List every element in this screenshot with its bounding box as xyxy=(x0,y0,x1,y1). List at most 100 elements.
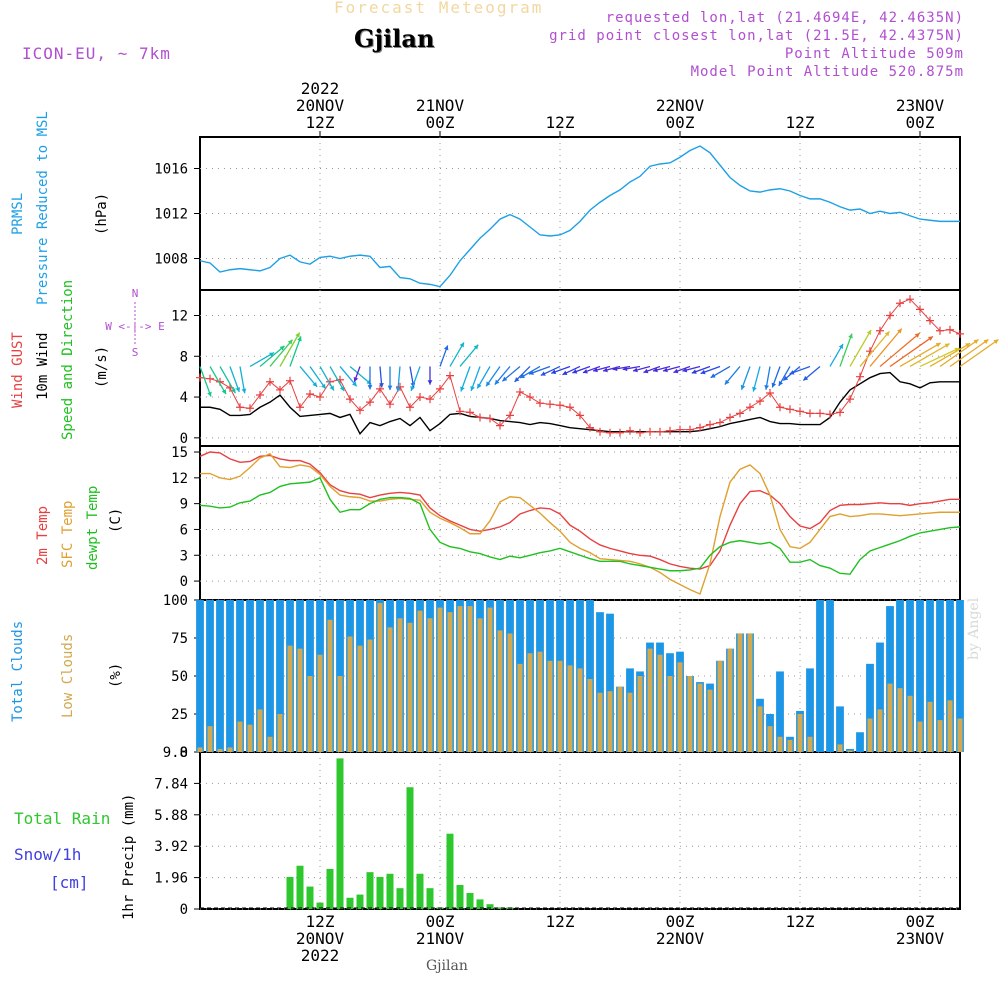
gust-marker xyxy=(886,311,894,320)
total-cloud-bar xyxy=(246,600,254,752)
rain-bar xyxy=(396,888,404,909)
wind-arrow xyxy=(259,345,285,367)
gust-marker xyxy=(716,418,724,427)
gust-marker xyxy=(546,400,554,409)
gust-marker xyxy=(786,405,794,414)
point-altitude: Point Altitude 509m xyxy=(784,46,964,62)
wind-arrow xyxy=(929,342,971,368)
low-cloud-bar xyxy=(497,630,503,752)
rain-bar xyxy=(496,907,504,909)
panel-temperature: 0 3 6 9 12 15 xyxy=(171,445,961,601)
precip-ylabel: 1hr Precip (mm) xyxy=(121,794,137,920)
y-tick-label: 15 xyxy=(171,445,188,461)
low-cloud-bar xyxy=(437,607,443,752)
wind-arrow-head xyxy=(520,373,526,378)
gust-marker xyxy=(476,413,484,422)
y-tick-label: 4 xyxy=(180,390,188,406)
bottom-time-label: 2022 xyxy=(301,946,340,965)
low-cloud-bar xyxy=(447,612,453,752)
gust-marker xyxy=(926,316,934,325)
low-cloud-bar xyxy=(457,606,463,752)
rain-bar xyxy=(326,868,334,909)
wind-arrow-head xyxy=(764,384,770,390)
wind-arrow-head xyxy=(562,370,568,375)
wind-arrow xyxy=(899,342,942,368)
wind-arrow-head xyxy=(312,381,318,387)
gust-marker xyxy=(946,325,954,334)
gust-marker xyxy=(466,408,474,417)
gust-marker xyxy=(586,423,594,432)
wind-arrow-head xyxy=(494,379,500,385)
wind-arrow-head xyxy=(944,343,950,348)
low-cloud-bar xyxy=(867,718,873,752)
rain-bar xyxy=(336,758,344,909)
wind-arrow-head xyxy=(973,339,979,344)
wind-arrow-head xyxy=(241,388,247,394)
wind-arrow xyxy=(839,333,853,367)
snow-label: Snow/1h xyxy=(14,845,81,864)
y-tick-label: 6 xyxy=(180,522,188,538)
y-tick-label: 1012 xyxy=(154,207,188,223)
y-tick-label: 0 xyxy=(180,574,188,590)
low-cloud-bar xyxy=(377,603,383,752)
low-cloud-bar xyxy=(667,676,673,752)
low-cloud-bar xyxy=(757,706,763,752)
wind-arrow-head xyxy=(339,386,345,392)
low-cloud-bar xyxy=(767,726,773,752)
rain-bar xyxy=(456,884,464,909)
top-time-label: 12Z xyxy=(546,113,575,132)
low-cloud-bar xyxy=(597,692,603,752)
total-cloud-bar xyxy=(276,600,284,752)
wind-arrow-head xyxy=(632,367,638,373)
y-tick-label: 3.92 xyxy=(154,839,188,855)
low-cloud-bar xyxy=(507,633,513,752)
wind-arrow-head xyxy=(443,345,449,351)
y-tick-label: 9 xyxy=(180,497,188,513)
y-tick-label: 100 xyxy=(163,593,188,609)
low-cloud-bar xyxy=(637,676,643,752)
wind-arrow-head xyxy=(740,384,746,390)
total-cloud-bar xyxy=(236,600,244,752)
total-cloud-bar xyxy=(596,612,604,752)
gust-marker xyxy=(636,428,644,437)
wind-arrow xyxy=(229,366,240,393)
total-cloud-bar xyxy=(946,600,954,752)
gust-marker xyxy=(356,406,364,415)
rain-bar xyxy=(406,787,414,909)
rain-bar xyxy=(486,904,494,909)
gust-marker xyxy=(936,326,944,335)
bottom-time-label: 20NOV xyxy=(296,929,345,948)
low-cloud-bar xyxy=(567,665,573,752)
total-cloud-bar xyxy=(926,600,934,752)
gust-marker xyxy=(826,410,834,419)
rain-bar xyxy=(356,894,364,909)
wind-arrow-head xyxy=(473,344,479,350)
low-cloud-bar xyxy=(707,689,713,752)
wind-arrow xyxy=(289,336,302,367)
gust-marker xyxy=(396,382,404,391)
wind-arrow xyxy=(219,366,236,394)
wind-arrow xyxy=(959,338,999,368)
bottom-location-label: Gjilan xyxy=(426,958,468,974)
wind-arrow-head xyxy=(353,376,359,382)
model-label: ICON-EU, ~ 7km xyxy=(22,44,171,63)
gust-marker xyxy=(836,408,844,417)
y-tick-label: 7.84 xyxy=(154,776,188,792)
low-cloud-bar xyxy=(227,747,233,752)
wind-arrow-head xyxy=(387,385,393,391)
wind-arrow xyxy=(459,344,479,367)
wind-arrow-head xyxy=(235,387,241,393)
wind-arrow-head xyxy=(884,331,890,337)
wind-10m-label: 10m Wind xyxy=(35,333,51,400)
low-cloud-bar xyxy=(577,668,583,752)
clouds-unit: (%) xyxy=(108,663,124,688)
gust-marker xyxy=(766,388,774,397)
low-cloud-bar xyxy=(267,736,273,752)
model-altitude: Model Point Altitude 520.875m xyxy=(690,64,964,80)
wind-arrow-head xyxy=(572,369,578,374)
low-cloud-bar xyxy=(387,627,393,752)
gust-marker xyxy=(846,395,854,404)
pressure-ylabel-2: Pressure Reduced to MSL xyxy=(35,111,51,305)
y-tick-label: 75 xyxy=(171,631,188,647)
low-cloud-bar xyxy=(367,639,373,752)
